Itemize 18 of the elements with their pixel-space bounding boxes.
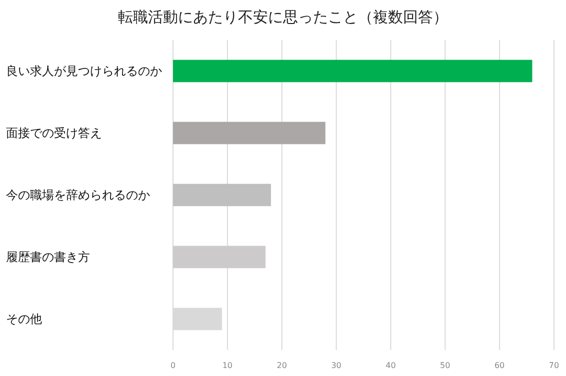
x-tick-label: 60: [494, 361, 505, 370]
bar: [173, 184, 271, 206]
chart-title: 転職活動にあたり不安に思ったこと（複数回答）: [118, 8, 448, 26]
x-tick-label: 70: [548, 361, 560, 370]
y-tick-label: その他: [6, 312, 42, 326]
x-tick-label: 10: [222, 361, 233, 370]
y-tick-label: 履歴書の書き方: [6, 250, 90, 264]
bar: [173, 246, 266, 268]
x-tick-label: 50: [440, 361, 450, 370]
x-tick-label: 20: [276, 361, 287, 370]
bar: [173, 122, 326, 144]
y-tick-label: 面接での受け答え: [6, 126, 102, 140]
x-tick-label: 0: [170, 361, 176, 370]
x-tick-label: 40: [386, 361, 396, 370]
y-tick-label: 今の職場を辞められるのか: [6, 188, 150, 202]
bar: [173, 60, 532, 82]
x-tick-label: 30: [331, 361, 342, 370]
y-tick-label: 良い求人が見つけられるのか: [6, 64, 162, 78]
